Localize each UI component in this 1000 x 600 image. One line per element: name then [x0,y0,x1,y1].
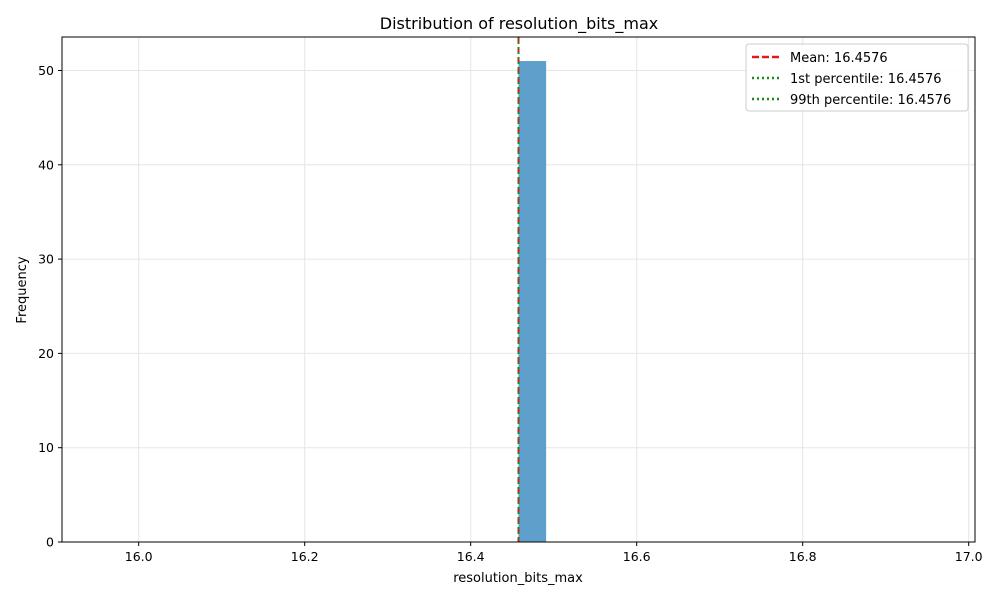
y-tick-label: 30 [38,252,54,267]
x-tick-label: 16.8 [789,549,817,564]
x-tick-label: 16.4 [457,549,485,564]
legend: Mean: 16.4576 1st percentile: 16.4576 99th… [745,43,969,112]
x-tick-label: 16.0 [125,549,153,564]
histogram-bars [518,61,547,543]
x-tick-label: 16.6 [623,549,651,564]
plot-frame [61,36,976,543]
histogram-bar [518,61,547,543]
y-axis-label: Frequency [15,256,30,323]
legend-label: 1st percentile: 16.4576 [790,72,942,87]
y-tick-label: 0 [46,535,54,550]
x-axis-label: resolution_bits_max [453,571,583,586]
x-tick-label: 17.0 [955,549,983,564]
y-axis-ticks: 0 10 20 30 40 50 [38,63,62,550]
legend-box [745,43,969,112]
x-tick-label: 16.2 [291,549,319,564]
legend-label: Mean: 16.4576 [790,51,888,66]
y-tick-label: 10 [38,440,54,455]
y-tick-label: 50 [38,63,54,78]
y-tick-label: 40 [38,157,54,172]
legend-label: 99th percentile: 16.4576 [790,93,951,108]
chart-title: Distribution of resolution_bits_max [380,14,658,34]
y-tick-label: 20 [38,346,54,361]
x-axis-ticks: 16.0 16.2 16.4 16.6 16.8 17.0 [125,542,983,564]
